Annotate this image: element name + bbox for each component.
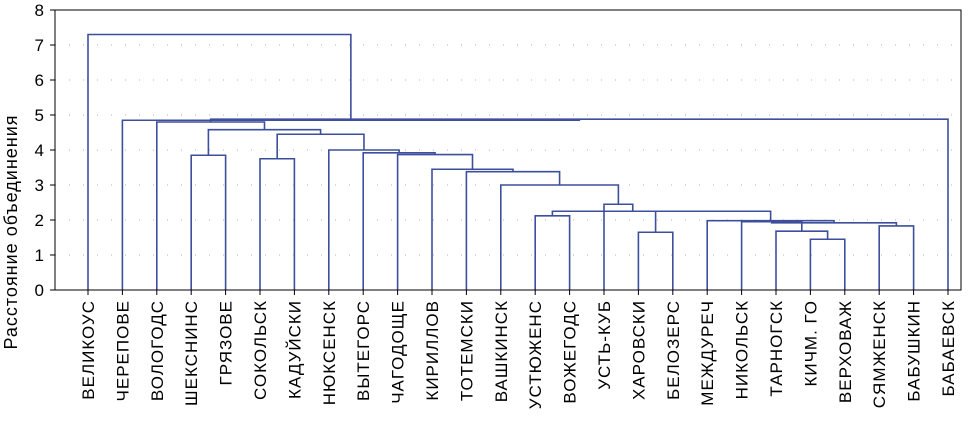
y-tick-label-4: 4 [35,141,44,160]
link-c15 [396,153,474,290]
link-c25 [87,33,352,290]
leaf-label-23: СЯМЖЕНСК [870,300,889,408]
leaf-label-14: ВОЖЕГОДС [561,300,580,404]
y-tick-label-3: 3 [35,176,44,195]
leaf-label-6: КАДУЙСКИ [285,300,304,399]
leaf-label-4: ГРЯЗОВЕ [217,300,236,385]
leaf-label-19: НИКОЛЬСК [733,300,752,399]
leaf-label-16: ХАРОВСКИ [629,300,648,400]
link-c10 [551,210,714,216]
leaf-label-24: БАБУШКИН [905,300,924,402]
leaf-label-12: ВАШКИНСК [492,300,511,402]
link-c16 [362,152,436,290]
link-c9 [534,215,571,290]
link-c13 [465,170,561,290]
y-axis-title: Расстояние объединения [1,114,21,349]
y-tick-label-0: 0 [35,281,44,300]
dendrogram-links [87,33,949,290]
link-c23 [209,118,949,290]
leaf-label-2: ВОЛОГОДС [148,300,167,401]
leaf-label-21: КИЧМ. ГО [801,300,820,387]
leaf-label-9: ЧАГОДОЩЕ [389,300,408,404]
link-c22 [156,121,266,290]
y-tick-label-6: 6 [35,71,44,90]
y-axis-ticks: 0 1 2 3 4 5 6 7 8 [35,1,55,300]
leaf-label-22: ВЕРХОВАЖ [836,300,855,403]
y-tick-label-2: 2 [35,211,44,230]
leaf-label-0: ВЕЛИКОУС [79,300,98,400]
leaf-label-25: БАБАЕВСК [939,300,958,397]
leaf-label-10: КИРИЛЛОВ [423,300,442,401]
leaf-label-8: ВЫТЕГОРС [354,300,373,401]
leaf-label-17: БЕЛОЗЕРС [664,300,683,400]
link-c18 [259,157,296,290]
y-tick-label-1: 1 [35,246,44,265]
y-tick-label-7: 7 [35,36,44,55]
leaf-label-5: СОКОЛЬСК [251,300,270,400]
y-tick-label-5: 5 [35,106,44,125]
link-c4 [878,225,915,290]
leaf-labels: ВЕЛИКОУС ЧЕРЕПОВЕ ВОЛОГОДС ШЕКСНИНС ГРЯЗОВЕ С… [79,290,958,409]
link-c1 [809,238,846,290]
leaf-label-20: ТАРНОГСК [767,300,786,397]
y-tick-label-8: 8 [35,1,44,20]
link-c11 [603,203,634,290]
leaf-label-18: МЕЖДУРЕЧ [698,300,717,406]
link-c2 [637,231,674,290]
leaf-label-3: ШЕКСНИНС [182,300,201,406]
leaf-label-15: УСТЬ-КУБ [595,300,614,390]
link-c12 [500,184,620,290]
leaf-label-7: НЮКСЕНСК [320,300,339,405]
leaf-label-11: ТОТЕМСКИ [457,300,476,401]
leaf-label-1: ЧЕРЕПОВЕ [113,300,132,401]
link-c19 [276,133,365,159]
leaf-label-13: УСТЮЖЕНС [526,300,545,409]
link-c20 [190,154,227,290]
